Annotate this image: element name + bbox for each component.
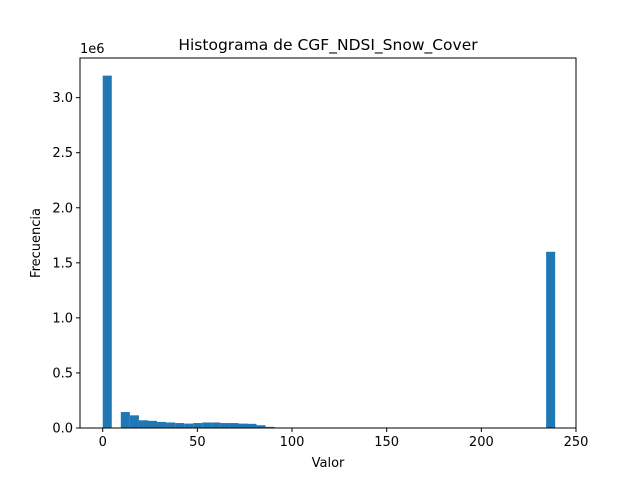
histogram-bar-13 [220,423,230,428]
histogram-bar-16 [247,423,257,428]
histogram-bar-3 [129,415,139,428]
histogram-bar-6 [157,421,167,428]
histogram-bar-17 [256,425,266,428]
y-offset-label: 1e6 [80,42,105,57]
y-tick-label: 1.5 [52,256,73,271]
y-tick-label: 2.0 [52,201,73,216]
x-tick-label: 0 [99,435,107,450]
histogram-bar-12 [211,422,221,428]
histogram-bar-4 [138,420,148,428]
histogram-bar-21 [546,251,556,428]
x-tick-label: 50 [189,435,206,450]
y-tick-label: 2.5 [52,146,73,161]
y-tick-label: 0.5 [52,366,73,381]
chart-title: Histograma de CGF_NDSI_Snow_Cover [178,36,478,55]
histogram-bar-10 [193,423,203,428]
x-tick-label: 250 [564,435,589,450]
x-tick-label: 200 [469,435,494,450]
y-axis-title: Frecuencia [29,208,44,278]
histogram-bar-18 [265,426,275,428]
histogram-bar-2 [120,412,130,428]
histogram-bar-9 [184,423,194,428]
histogram-bar-8 [175,423,185,428]
histogram-bar-5 [147,420,158,428]
bars-group [102,75,556,428]
x-tick-label: 100 [280,435,305,450]
y-tick-label: 3.0 [52,91,73,106]
x-axis: 0 50 100 150 200 250 [99,428,589,450]
plot-frame [79,57,577,429]
histogram-bar-14 [229,423,239,428]
x-tick-label: 150 [374,435,399,450]
y-tick-label: 0.0 [52,422,73,437]
y-axis: 0.0 0.5 1.0 1.5 2.0 2.5 3.0 [52,91,80,437]
x-axis-title: Valor [312,456,345,471]
histogram-bar-15 [238,423,248,428]
histogram-bar-0 [102,75,112,428]
histogram-bar-11 [202,422,212,428]
histogram-bar-7 [166,422,176,428]
y-tick-label: 1.0 [52,311,73,326]
